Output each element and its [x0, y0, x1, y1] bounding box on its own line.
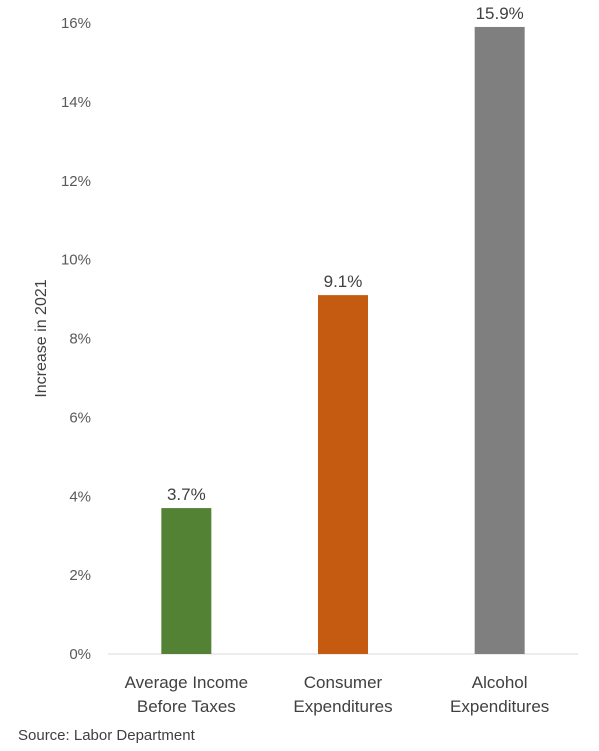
- bar: [474, 26, 525, 655]
- x-axis-category-labels: Average Income Before Taxes Consumer Expend…: [125, 673, 550, 716]
- bar-data-label: 15.9%: [476, 4, 524, 23]
- y-tick-label: 10%: [61, 252, 91, 269]
- data-labels: 3.7% 9.1% 15.9%: [167, 4, 524, 504]
- y-tick-label: 6%: [69, 409, 91, 426]
- x-category-label: Before Taxes: [137, 697, 236, 716]
- x-category-label: Expenditures: [293, 697, 392, 716]
- bar-data-label: 3.7%: [167, 485, 206, 504]
- x-category-label: Consumer: [304, 673, 383, 692]
- bar: [161, 508, 212, 654]
- source-note: Source: Labor Department: [18, 727, 195, 744]
- x-category-label: Average Income: [125, 673, 248, 692]
- y-axis-title: Increase in 2021: [33, 279, 50, 397]
- bar: [318, 295, 368, 654]
- y-tick-label: 16%: [61, 15, 91, 32]
- x-category-label: Expenditures: [450, 697, 549, 716]
- bars: [161, 26, 525, 655]
- bar-data-label: 9.1%: [324, 272, 363, 291]
- y-tick-label: 14%: [61, 94, 91, 111]
- y-tick-label: 8%: [69, 331, 91, 348]
- y-tick-label: 4%: [69, 488, 91, 505]
- y-tick-label: 0%: [69, 646, 91, 663]
- y-axis-ticks: 0% 2% 4% 6% 8% 10% 12% 14% 16%: [61, 15, 91, 663]
- y-tick-label: 12%: [61, 173, 91, 190]
- x-category-label: Alcohol: [472, 673, 528, 692]
- y-tick-label: 2%: [69, 567, 91, 584]
